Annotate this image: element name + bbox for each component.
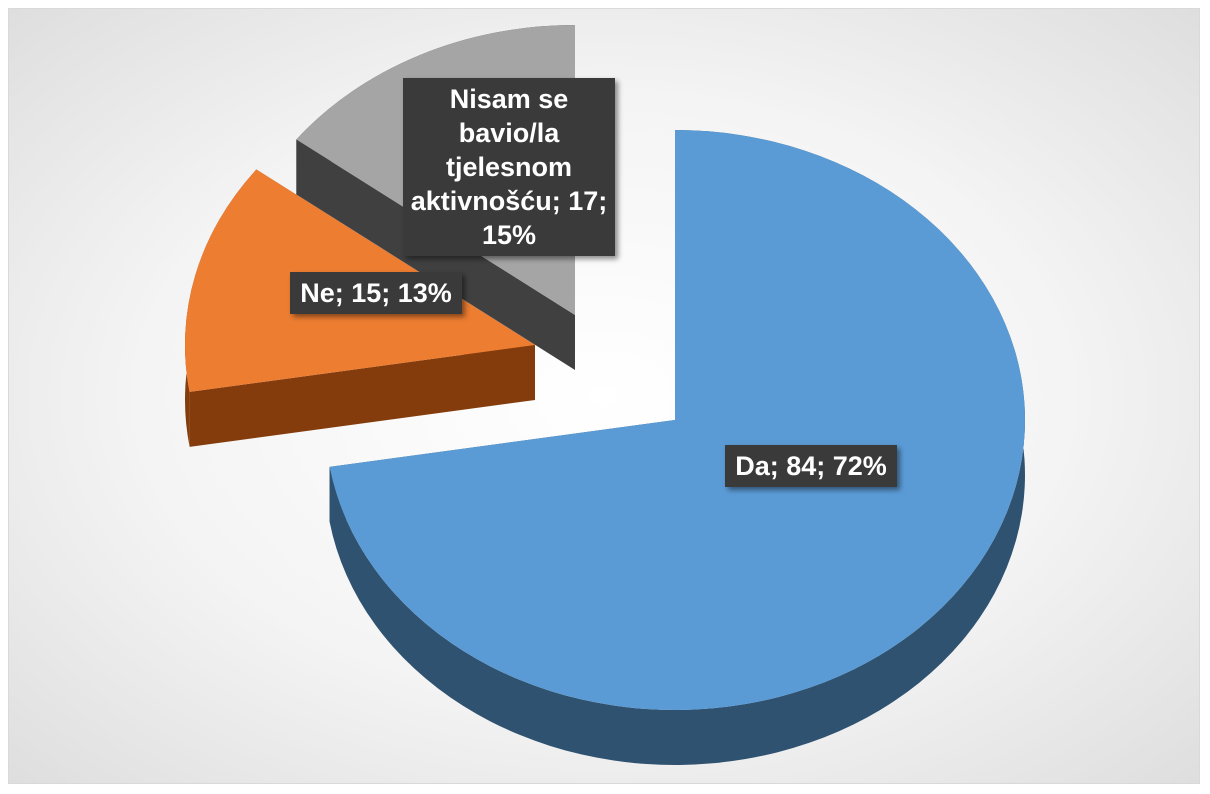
data-label: Da; 84; 72% bbox=[725, 445, 897, 487]
slice bbox=[329, 130, 1025, 766]
data-label: Ne; 15; 13% bbox=[290, 272, 462, 314]
data-label: Nisam se bavio/la tjelesnom aktivnošću; … bbox=[403, 78, 615, 256]
slice-top bbox=[329, 130, 1025, 710]
slice-side bbox=[189, 345, 535, 447]
